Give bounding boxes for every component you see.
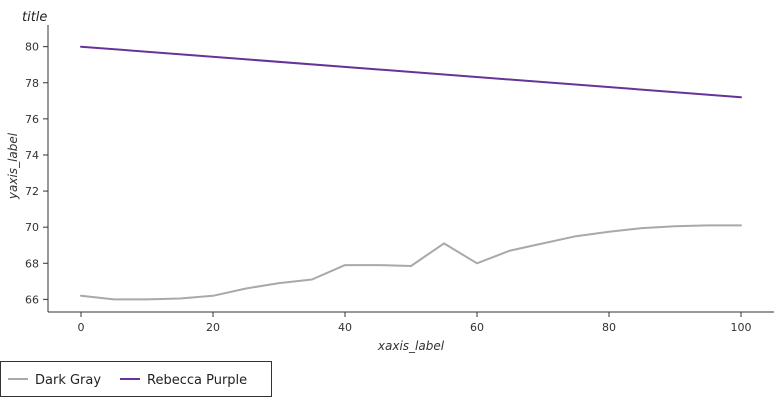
- y-tick-label: 78: [25, 77, 39, 90]
- series-line-rebecca-purple: [80, 45, 742, 99]
- y-tick-label: 66: [25, 293, 39, 306]
- series-line-dark-gray: [80, 224, 742, 301]
- x-tick-label: 20: [206, 321, 220, 334]
- legend: Dark Gray Rebecca Purple: [0, 361, 272, 397]
- x-tick-label: 40: [338, 321, 352, 334]
- y-tick-label: 68: [25, 257, 39, 270]
- plot-series: [80, 45, 742, 301]
- x-tick-label: 80: [602, 321, 616, 334]
- x-axis-title: xaxis_label: [377, 339, 445, 353]
- x-tick-label: 100: [731, 321, 752, 334]
- x-tick-label: 0: [78, 321, 85, 334]
- y-tick-label: 74: [25, 149, 39, 162]
- legend-label-rebecca-purple: Rebecca Purple: [147, 373, 247, 388]
- y-tick-label: 80: [25, 41, 39, 54]
- y-tick-label: 70: [25, 221, 39, 234]
- y-tick-label: 72: [25, 185, 39, 198]
- axis-ticks: 66 68 70 72 74 76 78 80 0 20 40 60 80 100: [25, 41, 752, 334]
- y-tick-label: 76: [25, 113, 39, 126]
- x-tick-label: 60: [470, 321, 484, 334]
- chart-title: title: [22, 10, 47, 25]
- legend-label-dark-gray: Dark Gray: [35, 373, 101, 388]
- y-axis-title: yaxis_label: [6, 132, 20, 200]
